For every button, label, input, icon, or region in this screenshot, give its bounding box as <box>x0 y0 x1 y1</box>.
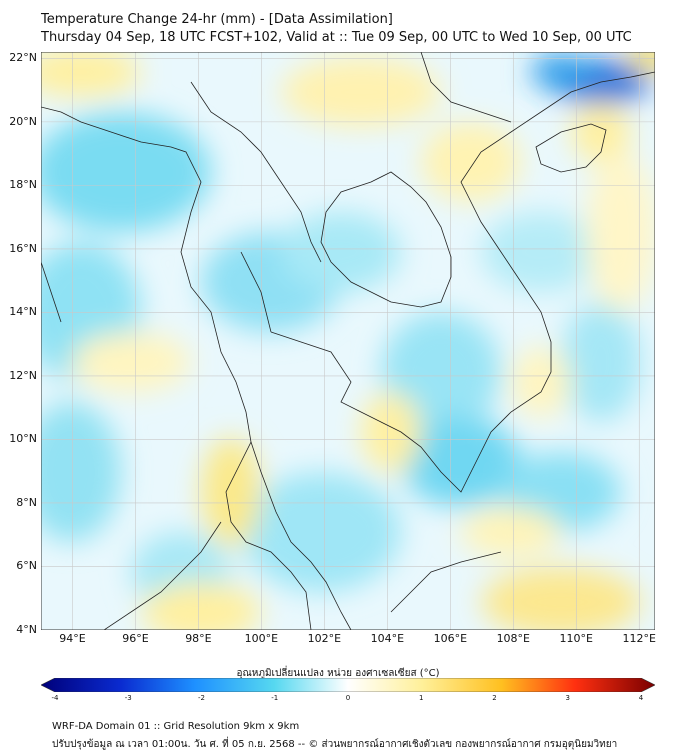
footer-credit: ปรับปรุงข้อมูล ณ เวลา 01:00น. วัน ศ. ที่… <box>52 739 618 750</box>
graticule <box>41 52 655 630</box>
colorbar-label: อุณหภูมิเปลี่ยนแปลง หน่วย องศาเซลเซียส (… <box>236 668 440 679</box>
coastlines <box>41 52 655 630</box>
lon-label: 94°E <box>59 632 86 645</box>
colorbar-tick: -3 <box>124 694 132 702</box>
temperature-change-map <box>41 52 655 630</box>
lon-label: 108°E <box>496 632 531 645</box>
lat-label: 10°N <box>9 432 37 446</box>
colorbar-tick: 3 <box>565 694 570 702</box>
colorbar-tick: 2 <box>492 694 497 702</box>
lat-label: 16°N <box>9 241 37 255</box>
footer-domain: WRF-DA Domain 01 :: Grid Resolution 9km … <box>52 721 300 732</box>
colorbar-tick: -4 <box>51 694 59 702</box>
colorbar-tick: 0 <box>345 694 351 702</box>
lat-label: 22°N <box>9 51 37 65</box>
colorbar-tick: 4 <box>638 694 644 702</box>
lat-label: 4°N <box>16 623 37 636</box>
lon-label: 106°E <box>433 632 468 645</box>
map-subtitle: Thursday 04 Sep, 18 UTC FCST+102, Valid … <box>41 30 632 45</box>
lon-label: 100°E <box>244 632 279 645</box>
lat-label: 6°N <box>16 559 37 573</box>
lat-label: 12°N <box>9 368 37 382</box>
map-title: Temperature Change 24-hr (mm) - [Data As… <box>41 12 393 27</box>
colorbar-tick: 1 <box>419 694 424 702</box>
lat-label: 20°N <box>9 114 37 128</box>
lat-label: 18°N <box>9 178 37 192</box>
colorbar <box>41 678 655 692</box>
lon-label: 112°E <box>622 632 656 645</box>
colorbar-tick: -2 <box>198 694 205 702</box>
lon-label: 102°E <box>307 632 342 645</box>
lon-label: 104°E <box>370 632 405 645</box>
colorbar-tick: -1 <box>271 694 279 702</box>
lat-label: 8°N <box>16 495 37 509</box>
lat-label: 14°N <box>9 305 37 319</box>
lon-label: 98°E <box>185 632 212 645</box>
lon-label: 110°E <box>559 632 593 645</box>
lon-label: 96°E <box>122 632 149 645</box>
